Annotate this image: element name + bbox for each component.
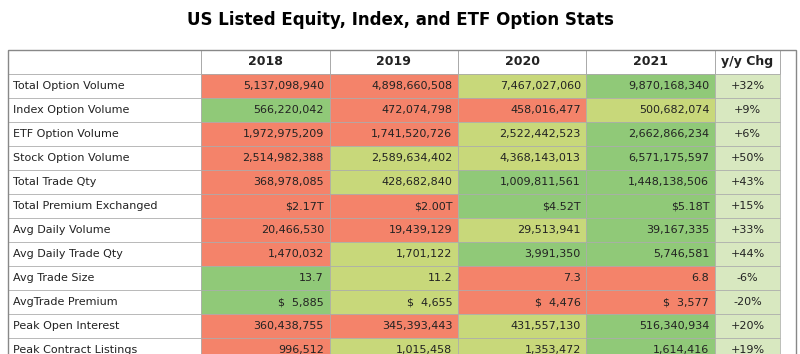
Text: 13.7: 13.7 (299, 273, 324, 283)
Text: 4,368,143,013: 4,368,143,013 (500, 153, 581, 163)
Text: +20%: +20% (730, 321, 765, 331)
Text: AvgTrade Premium: AvgTrade Premium (13, 297, 118, 307)
Text: $  3,577: $ 3,577 (663, 297, 710, 307)
Text: 2018: 2018 (248, 55, 282, 68)
Text: y/y Chg: y/y Chg (722, 55, 774, 68)
Text: 458,016,477: 458,016,477 (510, 105, 581, 115)
Text: +19%: +19% (730, 346, 765, 354)
Text: 3,991,350: 3,991,350 (525, 249, 581, 259)
Text: US Listed Equity, Index, and ETF Option Stats: US Listed Equity, Index, and ETF Option … (186, 11, 614, 29)
Text: 500,682,074: 500,682,074 (638, 105, 710, 115)
Text: 2019: 2019 (376, 55, 411, 68)
Text: ETF Option Volume: ETF Option Volume (13, 129, 118, 139)
Text: 996,512: 996,512 (278, 346, 324, 354)
Text: $2.17T: $2.17T (286, 201, 324, 211)
Text: 9,870,168,340: 9,870,168,340 (628, 81, 710, 91)
Text: 7.3: 7.3 (563, 273, 581, 283)
Text: 1,614,416: 1,614,416 (653, 346, 710, 354)
Text: 1,009,811,561: 1,009,811,561 (500, 177, 581, 187)
Text: +33%: +33% (730, 225, 765, 235)
Text: 6.8: 6.8 (691, 273, 710, 283)
Text: 360,438,755: 360,438,755 (254, 321, 324, 331)
Text: +9%: +9% (734, 105, 761, 115)
Text: $  4,655: $ 4,655 (406, 297, 452, 307)
Text: 472,074,798: 472,074,798 (382, 105, 452, 115)
Text: 516,340,934: 516,340,934 (639, 321, 710, 331)
Text: Stock Option Volume: Stock Option Volume (13, 153, 130, 163)
Text: Total Trade Qty: Total Trade Qty (13, 177, 96, 187)
Text: Peak Contract Listings: Peak Contract Listings (13, 346, 137, 354)
Text: 39,167,335: 39,167,335 (646, 225, 710, 235)
Text: +44%: +44% (730, 249, 765, 259)
Text: 1,701,122: 1,701,122 (396, 249, 452, 259)
Text: 431,557,130: 431,557,130 (510, 321, 581, 331)
Text: +50%: +50% (730, 153, 765, 163)
Text: 2,514,982,388: 2,514,982,388 (242, 153, 324, 163)
Text: +6%: +6% (734, 129, 761, 139)
Text: 428,682,840: 428,682,840 (382, 177, 452, 187)
Text: 1,353,472: 1,353,472 (525, 346, 581, 354)
Text: -6%: -6% (737, 273, 758, 283)
Text: Avg Daily Trade Qty: Avg Daily Trade Qty (13, 249, 122, 259)
Text: +32%: +32% (730, 81, 765, 91)
Text: 5,137,098,940: 5,137,098,940 (242, 81, 324, 91)
Text: +43%: +43% (730, 177, 765, 187)
Text: 1,741,520,726: 1,741,520,726 (371, 129, 452, 139)
Text: Total Option Volume: Total Option Volume (13, 81, 125, 91)
Text: 4,898,660,508: 4,898,660,508 (371, 81, 452, 91)
Text: +15%: +15% (730, 201, 765, 211)
Text: 6,571,175,597: 6,571,175,597 (628, 153, 710, 163)
Text: 2,662,866,234: 2,662,866,234 (628, 129, 710, 139)
Text: 1,448,138,506: 1,448,138,506 (628, 177, 710, 187)
Text: Peak Open Interest: Peak Open Interest (13, 321, 119, 331)
Text: Index Option Volume: Index Option Volume (13, 105, 129, 115)
Text: 1,470,032: 1,470,032 (267, 249, 324, 259)
Text: 2021: 2021 (633, 55, 668, 68)
Text: -20%: -20% (733, 297, 762, 307)
Text: 1,015,458: 1,015,458 (396, 346, 452, 354)
Text: 29,513,941: 29,513,941 (518, 225, 581, 235)
Text: $5.18T: $5.18T (670, 201, 710, 211)
Text: 566,220,042: 566,220,042 (254, 105, 324, 115)
Text: 19,439,129: 19,439,129 (389, 225, 452, 235)
Text: Avg Trade Size: Avg Trade Size (13, 273, 94, 283)
Text: 11.2: 11.2 (427, 273, 452, 283)
Text: 1,972,975,209: 1,972,975,209 (242, 129, 324, 139)
Text: 2020: 2020 (505, 55, 540, 68)
Text: 7,467,027,060: 7,467,027,060 (500, 81, 581, 91)
Text: $  5,885: $ 5,885 (278, 297, 324, 307)
Text: $  4,476: $ 4,476 (535, 297, 581, 307)
Text: 2,522,442,523: 2,522,442,523 (499, 129, 581, 139)
Text: 345,393,443: 345,393,443 (382, 321, 452, 331)
Text: 20,466,530: 20,466,530 (261, 225, 324, 235)
Text: 368,978,085: 368,978,085 (254, 177, 324, 187)
Text: 2,589,634,402: 2,589,634,402 (371, 153, 452, 163)
Text: Avg Daily Volume: Avg Daily Volume (13, 225, 110, 235)
Text: $4.52T: $4.52T (542, 201, 581, 211)
Text: Total Premium Exchanged: Total Premium Exchanged (13, 201, 158, 211)
Text: 5,746,581: 5,746,581 (653, 249, 710, 259)
Text: $2.00T: $2.00T (414, 201, 452, 211)
